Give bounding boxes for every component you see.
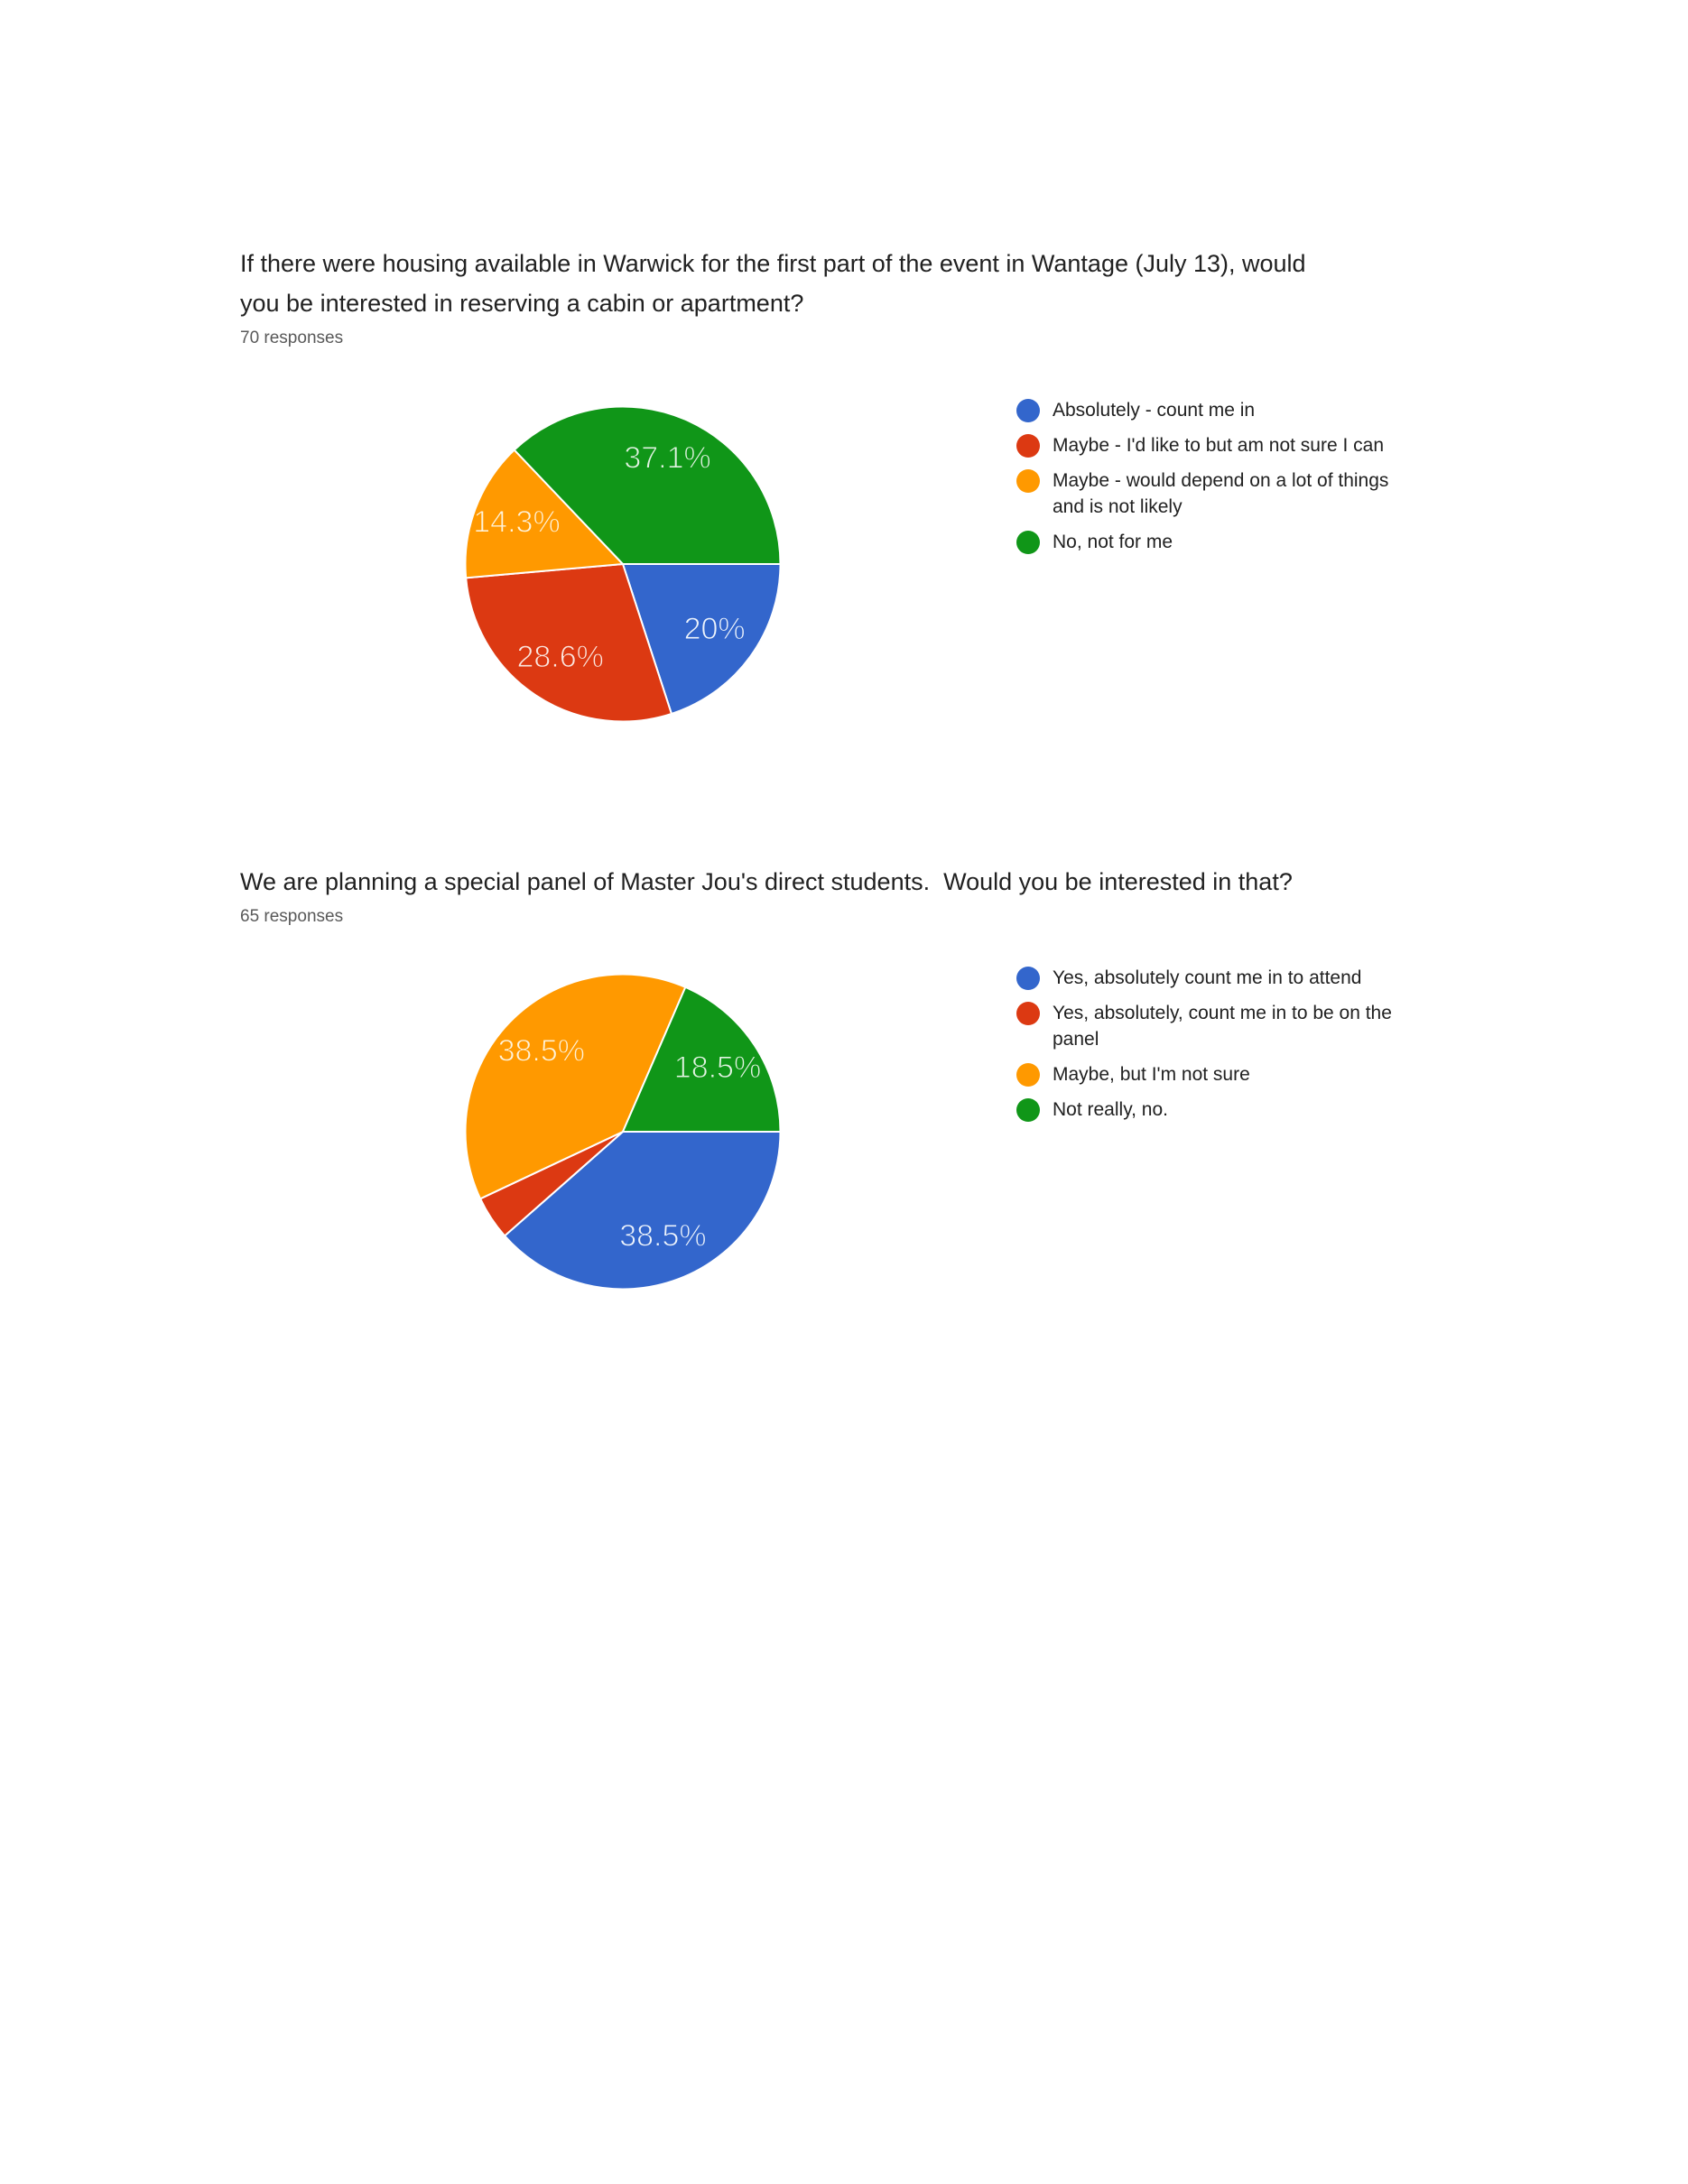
svg-text:37.1%: 37.1%: [624, 441, 710, 476]
svg-text:14.3%: 14.3%: [473, 505, 560, 540]
svg-text:38.5%: 38.5%: [498, 1034, 585, 1069]
svg-text:38.5%: 38.5%: [619, 1219, 706, 1254]
svg-text:28.6%: 28.6%: [516, 640, 603, 674]
svg-text:20%: 20%: [684, 612, 746, 646]
svg-text:18.5%: 18.5%: [674, 1050, 761, 1085]
